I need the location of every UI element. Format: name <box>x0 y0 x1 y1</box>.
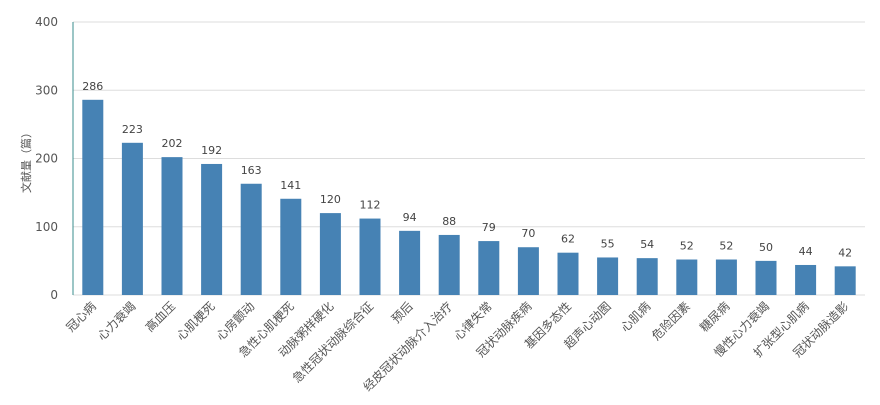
data-label: 55 <box>601 237 615 250</box>
y-axis-ticks: 0 100 200 300 400 <box>35 15 58 302</box>
y-tick-label: 300 <box>35 83 58 97</box>
grid-lines <box>73 21 865 296</box>
bars <box>82 99 856 296</box>
bar <box>280 198 302 295</box>
bar <box>795 264 817 295</box>
x-tick-label: 糖尿病 <box>696 299 732 335</box>
bar <box>834 266 856 295</box>
data-label: 112 <box>360 199 381 212</box>
data-label: 202 <box>162 137 183 150</box>
bar <box>399 230 421 295</box>
bar <box>161 157 183 295</box>
data-label: 50 <box>759 241 773 254</box>
bar <box>359 218 381 295</box>
data-label: 70 <box>521 227 535 240</box>
y-tick-label: 400 <box>35 15 58 29</box>
bar <box>240 183 262 295</box>
data-label: 141 <box>280 179 301 192</box>
bar <box>438 234 460 295</box>
data-label: 192 <box>201 144 222 157</box>
bar <box>755 260 777 295</box>
bar <box>557 252 579 295</box>
data-label: 79 <box>482 221 496 234</box>
y-tick-label: 200 <box>35 152 58 166</box>
bar <box>319 213 341 295</box>
x-tick-label: 心肌病 <box>617 299 653 335</box>
y-tick-label: 0 <box>50 288 58 302</box>
x-tick-label: 冠心病 <box>63 299 99 335</box>
bar <box>478 241 500 295</box>
y-axis-label: 文献量（篇） <box>19 127 33 193</box>
data-label: 62 <box>561 233 575 246</box>
data-label: 120 <box>320 193 341 206</box>
bar <box>597 257 619 295</box>
data-label: 88 <box>442 215 456 228</box>
data-label: 44 <box>799 245 813 258</box>
data-label: 286 <box>82 80 103 93</box>
data-label: 54 <box>640 238 654 251</box>
data-label: 223 <box>122 123 143 136</box>
bar <box>201 163 223 295</box>
x-tick-label: 危险因素 <box>648 299 693 344</box>
y-tick-label: 100 <box>35 220 58 234</box>
bar <box>517 247 539 295</box>
x-tick-label: 心力衰竭 <box>94 299 139 344</box>
bar <box>676 259 698 295</box>
x-tick-label: 心肌梗死 <box>173 299 218 344</box>
x-tick-label: 高血压 <box>142 299 178 335</box>
bar <box>82 99 104 296</box>
bar <box>636 258 658 295</box>
x-axis-categories: 冠心病心力衰竭 高血压心肌梗死心房颤动急性心肌梗死动脉粥样硬化急性冠状动脉综合征预… <box>63 299 851 394</box>
data-labels: 286 223 202 192 163 141 120 112 94 88 79 70 62 55 54 52… <box>82 80 852 260</box>
data-label: 52 <box>680 240 694 253</box>
bar <box>121 142 143 295</box>
data-label: 52 <box>719 240 733 253</box>
data-label: 94 <box>403 211 417 224</box>
bar <box>715 259 737 295</box>
x-tick-label: 预后 <box>389 299 416 326</box>
data-label: 42 <box>838 246 852 259</box>
data-label: 163 <box>241 164 262 177</box>
